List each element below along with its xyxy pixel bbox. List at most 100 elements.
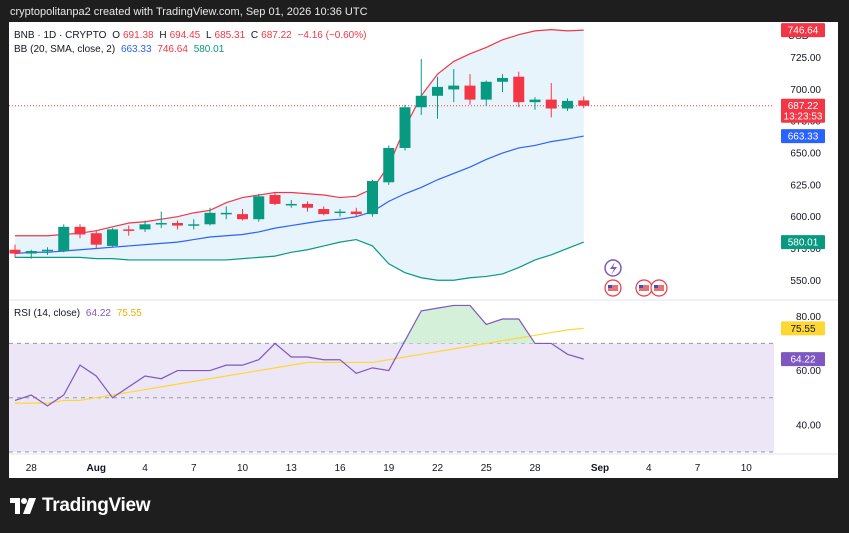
bb-legend: BB (20, SMA, close, 2) 663.33 746.64 580… [14, 44, 227, 55]
candle-body [367, 181, 378, 215]
open-label: O [112, 30, 120, 41]
rsi-tick-label: 60.00 [796, 366, 821, 377]
candle-body [302, 203, 313, 208]
price-tick-label: 600.00 [790, 212, 821, 223]
open-value: 691.38 [123, 30, 154, 41]
candle [74, 224, 86, 239]
candle [318, 206, 330, 216]
candle [220, 206, 232, 220]
price-tick-label: 650.00 [790, 149, 821, 160]
date-tick-label: 4 [646, 463, 652, 474]
candle-body [90, 233, 102, 245]
candle [464, 74, 476, 105]
upper-band-badge-text: 746.64 [788, 26, 819, 37]
bb-lower-line [15, 238, 584, 281]
candle-body [513, 76, 525, 103]
price-chart[interactable]: 550.00575.00600.00625.00650.00675.00700.… [9, 22, 838, 478]
candle [562, 98, 573, 112]
countdown-badge-value: 13:23:53 [784, 112, 823, 123]
candle-body [237, 214, 248, 220]
close-value: 687.22 [261, 30, 292, 41]
candle [155, 211, 167, 229]
price-tick-label: 575.00 [790, 244, 821, 255]
rsi-badge-text: 64.22 [790, 355, 815, 366]
lower-band-badge-text: 580.01 [788, 238, 819, 249]
candle [253, 193, 265, 222]
candle-body [139, 224, 151, 230]
candle-body [74, 226, 86, 235]
basis-badge-text: 663.33 [788, 132, 819, 143]
symbol-label: BNB · 1D · CRYPTO [14, 30, 107, 41]
basis-badge: 663.33 [781, 129, 825, 144]
candle [529, 97, 541, 110]
candle-body [123, 229, 135, 231]
rsi-tick-label: 80.00 [796, 312, 821, 323]
candle-body [480, 81, 492, 100]
candle [545, 83, 557, 118]
candle-body [578, 100, 590, 106]
candle [188, 219, 200, 230]
low-value: 685.31 [214, 30, 246, 41]
flag-canton [654, 285, 658, 288]
candle [432, 76, 443, 119]
tradingview-logo-icon [10, 498, 36, 514]
flag-canton [639, 285, 643, 288]
candle-body [9, 249, 21, 254]
candle [107, 228, 118, 248]
candle-body [562, 100, 573, 109]
candle-body [529, 99, 541, 103]
rsi-ma-badge-bg [781, 321, 825, 336]
basis-badge-bg [781, 129, 825, 144]
upper-band-badge: 746.64 [781, 23, 825, 38]
tradingview-logo-text: TradingView [42, 495, 151, 516]
candle [123, 225, 135, 236]
rsi-legend: RSI (14, close) 64.22 75.55 [14, 308, 145, 319]
candle-body [350, 211, 362, 215]
price-badge-bg [781, 98, 825, 123]
chart-panel[interactable]: 550.00575.00600.00625.00650.00675.00700.… [9, 22, 838, 478]
candle-body [220, 212, 232, 215]
candle-body [432, 86, 443, 96]
bb-basis-value: 663.33 [120, 44, 152, 55]
date-tick-label: 10 [741, 463, 753, 474]
bb-upper-line [15, 29, 584, 237]
candle [269, 192, 281, 206]
price-tick-label: 725.00 [790, 53, 821, 64]
flag-stripes [654, 285, 664, 291]
candle-body [415, 95, 427, 108]
date-tick-label: 4 [142, 463, 148, 474]
lower-band-badge: 580.01 [781, 235, 825, 250]
bb-label: BB (20, SMA, close, 2) [14, 44, 116, 55]
date-tick-label: Aug [87, 463, 106, 474]
candle [9, 244, 21, 258]
rsi-line [14, 304, 584, 407]
change-value: −4.16 (−0.60%) [297, 30, 367, 41]
candle [302, 201, 313, 212]
lower-band-badge-bg [781, 235, 825, 250]
candle [513, 71, 525, 108]
flag-stripes [639, 285, 649, 291]
date-tick-label: 22 [432, 463, 444, 474]
candle [480, 80, 492, 106]
candle-body [58, 226, 70, 252]
flag-event-icon [604, 279, 622, 297]
tradingview-logo[interactable]: TradingView [10, 495, 151, 517]
candle-body [107, 229, 118, 246]
rsi-ma-badge-text: 75.55 [790, 324, 815, 335]
candle-body [155, 223, 167, 225]
rsi-ma-badge: 75.55 [781, 321, 825, 336]
candle [285, 200, 297, 208]
date-tick-label: 28 [529, 463, 541, 474]
candle [42, 247, 53, 255]
bb-lower-value: 580.01 [193, 44, 225, 55]
price-tick-label: 550.00 [790, 276, 821, 287]
candle-body [464, 85, 476, 100]
candle [25, 249, 37, 259]
candle [578, 96, 590, 109]
candle [139, 220, 151, 232]
lightning-event-icon [604, 259, 622, 277]
date-tick-label: 19 [383, 463, 395, 474]
date-tick-label: 7 [191, 463, 197, 474]
candle [90, 230, 102, 249]
